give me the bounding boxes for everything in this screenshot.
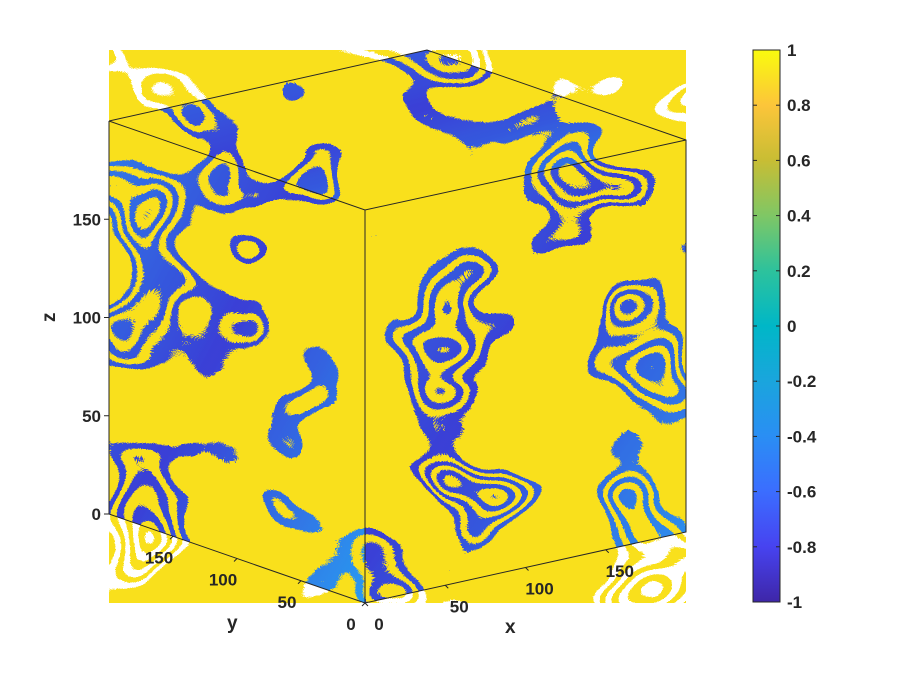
colorbar-tick-label: -0.4 [787,427,817,446]
colorbar-ticks: -1 -0.8 -0.6 -0.4 -0.2 0 0.2 0.4 0.6 0.8 1 [753,41,817,612]
cube-face-right [365,140,686,603]
x-tick-mark [444,584,449,589]
x-tick-label: 0 [374,615,383,634]
z-tick-label: 100 [73,309,101,328]
x-tick-label: 100 [525,580,553,599]
colorbar-tick-label: -1 [787,593,802,612]
x-tick-mark [525,567,529,571]
axes: 0 50 100 150 0 50 100 150 0 50 100 150 [73,210,634,634]
y-tick-mark [169,535,174,540]
z-axis-label: z [39,313,60,323]
x-axis-label: x [505,617,516,638]
z-tick-label: 150 [73,210,101,229]
y-axis-label: y [227,613,238,634]
y-tick-label: 50 [278,593,297,612]
y-tick-mark [361,602,366,607]
z-tick-label: 50 [82,407,101,426]
y-tick-mark [233,558,238,562]
colorbar-tick-label: 0.2 [787,262,811,281]
x-tick-label: 50 [450,597,469,616]
cube [108,49,687,604]
colorbar: -1 -0.8 -0.6 -0.4 -0.2 0 0.2 0.4 0.6 0.8 1 [752,41,817,612]
y-tick-label: 150 [145,548,173,567]
y-tick-label: 100 [209,571,237,590]
colorbar-tick-label: 0.4 [787,207,811,226]
x-tick-mark [605,549,610,554]
colorbar-tick-label: -0.2 [787,372,816,391]
cube-face-left [109,121,365,603]
colorbar-tick-label: 0 [787,317,796,336]
x-tick-label: 150 [606,562,634,581]
colorbar-tick-label: -0.8 [787,538,816,557]
y-tick-label: 0 [346,615,355,634]
colorbar-tick-label: 0.6 [787,151,811,170]
z-tick-label: 0 [92,505,101,524]
colorbar-tick-label: -0.6 [787,483,816,502]
colorbar-tick-label: 1 [787,41,796,60]
colorbar-tick-label: 0.8 [787,96,811,115]
x-tick-mark [364,602,369,607]
colorbar-gradient [752,49,781,603]
y-tick-mark [297,580,302,585]
